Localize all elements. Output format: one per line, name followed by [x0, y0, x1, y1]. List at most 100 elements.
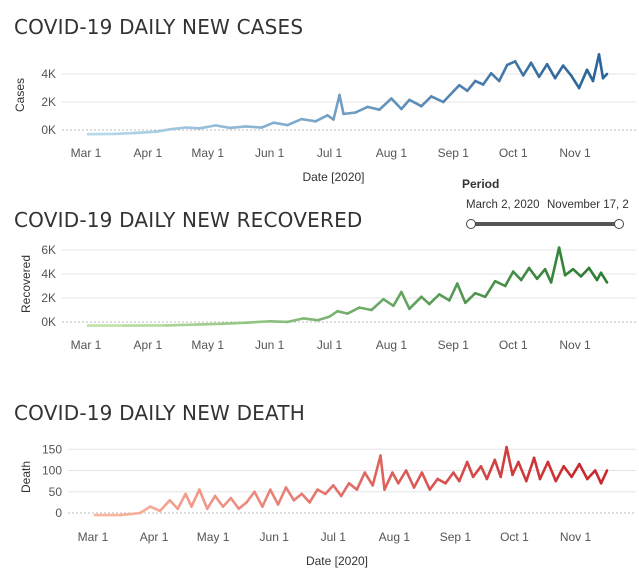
line-segment	[557, 246, 567, 277]
line-segment	[546, 460, 558, 483]
line-segment	[355, 471, 367, 491]
line-segment	[286, 117, 303, 127]
line-segment	[569, 74, 581, 90]
line-segment	[537, 62, 549, 79]
x-tick-label: Oct 1	[500, 530, 529, 544]
line-segment	[473, 291, 487, 299]
line-segment	[553, 64, 565, 80]
line-segment	[253, 490, 264, 508]
line-segment	[481, 71, 493, 86]
line-segment	[549, 246, 561, 284]
line-segment	[535, 267, 547, 281]
x-tick-label: Mar 1	[71, 338, 102, 352]
line-segment	[184, 492, 193, 508]
line-segment	[457, 460, 469, 483]
line-segment	[429, 95, 445, 104]
line-segment	[441, 90, 455, 104]
line-segment	[346, 306, 361, 315]
y-tick-label: 6K	[41, 243, 56, 257]
line-segment	[465, 79, 477, 93]
line-segment	[286, 317, 305, 324]
line-segment	[194, 322, 223, 326]
line-segment	[363, 471, 375, 487]
slider-track[interactable]	[470, 222, 620, 226]
line-segment	[228, 125, 247, 130]
line-segment	[473, 79, 485, 86]
line-segment	[139, 505, 152, 515]
line-segment	[521, 61, 533, 77]
line-segment	[213, 494, 225, 508]
line-segment	[499, 445, 508, 479]
x-tick-label: Sep 1	[438, 146, 470, 160]
y-tick-label: 0	[55, 506, 62, 520]
line-segment	[158, 499, 172, 513]
line-segment	[587, 266, 599, 282]
line-segment	[571, 267, 583, 278]
line-segment	[511, 460, 520, 477]
x-tick-label: Mar 1	[71, 146, 102, 160]
line-segment	[404, 469, 416, 489]
line-segment	[578, 462, 589, 481]
x-tick-label: Jun 1	[260, 530, 290, 544]
line-segment	[601, 72, 609, 80]
line-segment	[585, 469, 597, 481]
x-tick-label: Jun 1	[255, 338, 285, 352]
x-tick-label: May 1	[191, 146, 224, 160]
y-tick-label: 100	[42, 464, 62, 478]
line-segment	[391, 471, 400, 485]
line-segment	[336, 309, 349, 315]
x-tick-label: May 1	[191, 338, 224, 352]
slider-start-handle[interactable]	[466, 219, 476, 229]
line-segment	[392, 290, 403, 308]
line-segment	[577, 68, 589, 90]
y-tick-label: 150	[42, 442, 62, 456]
line-segment	[260, 121, 275, 129]
line-segment	[543, 267, 553, 284]
line-segment	[493, 279, 507, 288]
line-segment	[244, 125, 264, 129]
line-segment	[597, 53, 605, 80]
line-segment	[493, 458, 503, 479]
line-segment	[190, 488, 201, 508]
line-segment	[268, 320, 289, 324]
line-segment	[489, 71, 501, 83]
line-segment	[447, 282, 459, 302]
line-segment	[316, 488, 327, 496]
line-segment	[244, 320, 271, 324]
line-segment	[308, 488, 319, 504]
line-segment	[545, 62, 557, 80]
x-tick-label: Aug 1	[376, 146, 408, 160]
x-tick-label: Aug 1	[376, 338, 408, 352]
x-tick-label: Jul 1	[317, 338, 343, 352]
line-segment	[292, 492, 304, 502]
line-segment	[214, 124, 231, 130]
slider-end-handle[interactable]	[614, 219, 624, 229]
line-segment	[198, 124, 218, 130]
line-segment	[479, 464, 489, 481]
line-segment	[342, 111, 357, 116]
line-segment	[229, 496, 241, 511]
line-segment	[383, 471, 394, 491]
line-segment	[390, 97, 403, 111]
line-segment	[371, 454, 382, 487]
line-segment	[184, 126, 202, 130]
line-segment	[245, 490, 256, 504]
line-segment	[420, 295, 431, 306]
line-segment	[221, 496, 233, 508]
line-segment	[261, 488, 272, 508]
x-axis-title: Date [2020]	[306, 554, 368, 568]
line-segment	[465, 460, 475, 479]
line-segment	[358, 306, 373, 312]
line-segment	[119, 511, 142, 517]
line-segment	[332, 93, 341, 121]
line-segment	[148, 505, 162, 513]
line-segment	[524, 456, 536, 483]
line-segment	[505, 60, 517, 67]
period-range-slider[interactable]	[466, 219, 624, 229]
x-tick-label: Sep 1	[438, 338, 470, 352]
line-segment	[538, 460, 550, 481]
line-segment	[314, 114, 329, 123]
line-segment	[529, 61, 541, 79]
period-end-value: November 17, 2	[547, 199, 629, 211]
y-axis-title: Death	[19, 461, 33, 493]
